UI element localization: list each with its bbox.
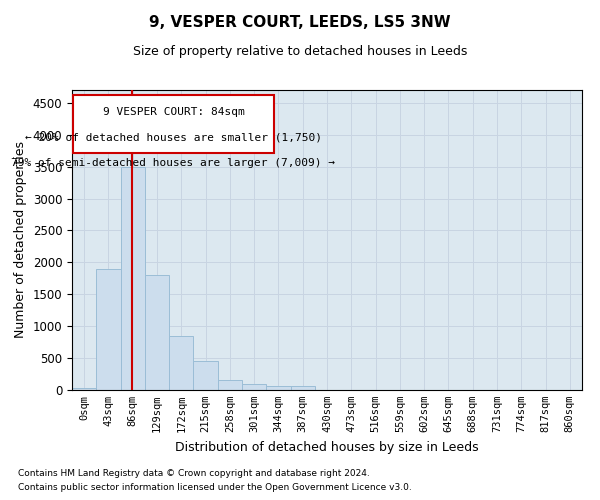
Text: ← 20% of detached houses are smaller (1,750): ← 20% of detached houses are smaller (1,… [25,132,322,142]
Bar [242,384,266,390]
Text: 9, VESPER COURT, LEEDS, LS5 3NW: 9, VESPER COURT, LEEDS, LS5 3NW [149,15,451,30]
Text: 9 VESPER COURT: 84sqm: 9 VESPER COURT: 84sqm [103,106,244,117]
Bar [121,166,145,390]
Y-axis label: Number of detached properties: Number of detached properties [14,142,27,338]
Text: 79% of semi-detached houses are larger (7,009) →: 79% of semi-detached houses are larger (… [11,158,335,168]
Text: Size of property relative to detached houses in Leeds: Size of property relative to detached ho… [133,45,467,58]
Text: Contains public sector information licensed under the Open Government Licence v3: Contains public sector information licen… [18,484,412,492]
Bar [169,336,193,390]
Bar [193,362,218,390]
Text: Contains HM Land Registry data © Crown copyright and database right 2024.: Contains HM Land Registry data © Crown c… [18,468,370,477]
Bar [266,386,290,390]
Bar [96,268,121,390]
Bar [73,95,274,152]
Bar [290,386,315,390]
Bar [145,275,169,390]
Bar [218,380,242,390]
Bar [72,388,96,390]
X-axis label: Distribution of detached houses by size in Leeds: Distribution of detached houses by size … [175,440,479,454]
